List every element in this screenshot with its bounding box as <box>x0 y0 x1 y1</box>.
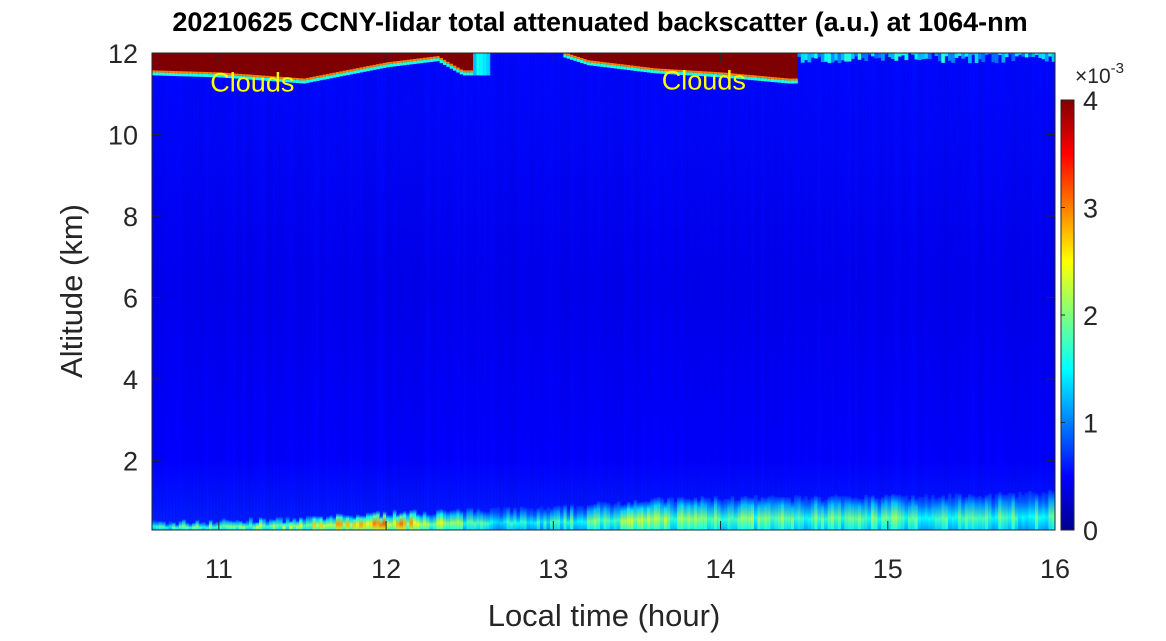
colorbar-tick-label: 3 <box>1083 194 1098 224</box>
colorbar-tick-label: 1 <box>1083 409 1098 439</box>
x-tick-label: 16 <box>1040 554 1070 584</box>
y-tick-label: 6 <box>123 284 138 314</box>
y-axis-label: Altitude (km) <box>54 204 89 378</box>
backscatter-column <box>1055 53 1059 530</box>
x-tick-label: 13 <box>538 554 568 584</box>
x-tick-label: 12 <box>371 554 401 584</box>
y-tick-label: 2 <box>123 447 138 477</box>
colorbar-exponent: ×10-3 <box>1075 60 1124 88</box>
x-axis-label: Local time (hour) <box>488 598 721 633</box>
x-tick-label: 15 <box>873 554 903 584</box>
colorbar-tick-label: 4 <box>1083 86 1098 116</box>
colorbar: ×10-3 0 1 2 3 4 <box>1061 60 1124 546</box>
colorbar-tick-label: 2 <box>1083 301 1098 331</box>
x-tick-label: 11 <box>205 554 233 584</box>
boundary-layer-cell <box>1055 490 1059 530</box>
chart-title: 20210625 CCNY-lidar total attenuated bac… <box>172 7 1027 37</box>
clouds-annotation: Clouds <box>662 66 746 96</box>
colorbar-tick-label: 0 <box>1083 516 1098 546</box>
y-tick-label: 12 <box>108 39 138 69</box>
clouds-annotation: Clouds <box>210 68 294 98</box>
y-tick-label: 8 <box>123 202 138 232</box>
x-tick-label: 14 <box>706 554 736 584</box>
plot-area <box>152 53 1059 530</box>
y-tick-label: 4 <box>123 365 138 395</box>
y-tick-label: 10 <box>108 121 138 151</box>
